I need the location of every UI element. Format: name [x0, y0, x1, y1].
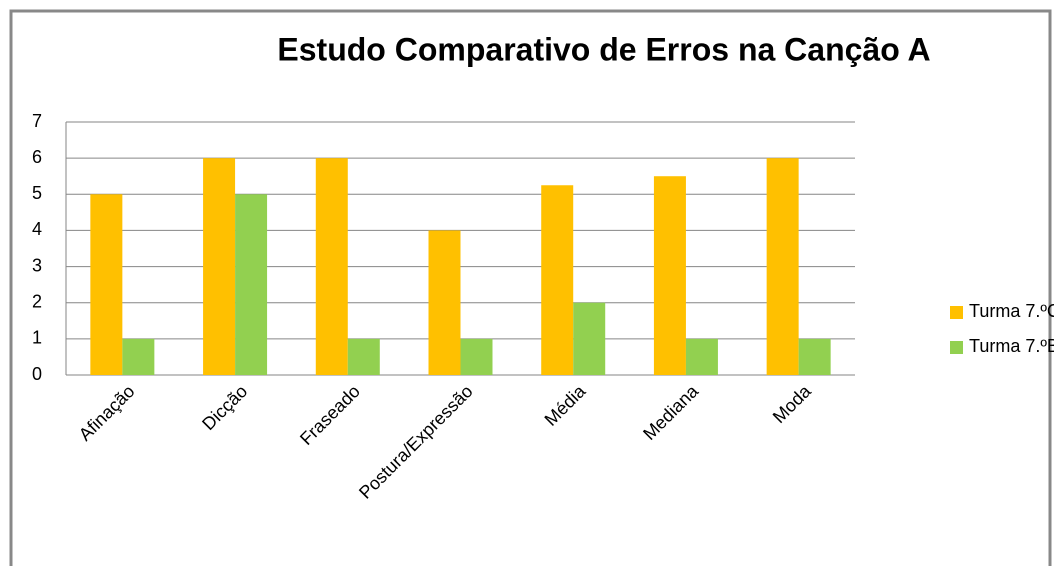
x-tick-label: Média	[541, 380, 591, 430]
y-tick-label: 0	[32, 364, 42, 384]
bar	[541, 185, 574, 375]
bar	[766, 158, 799, 375]
y-tick-label: 7	[32, 111, 42, 131]
bar	[90, 194, 123, 375]
bar	[203, 158, 236, 375]
y-tick-label: 1	[32, 328, 42, 348]
y-tick-label: 3	[32, 255, 42, 275]
bar	[460, 338, 493, 375]
legend-label: Turma 7.ºB	[969, 336, 1054, 356]
bar	[122, 338, 155, 375]
x-tick-label: Moda	[769, 380, 816, 427]
bar	[347, 338, 380, 375]
bar	[235, 194, 268, 375]
y-tick-label: 4	[32, 219, 42, 239]
x-tick-label: Postura/Expressão	[355, 381, 477, 503]
y-tick-label: 6	[32, 147, 42, 167]
legend-swatch	[950, 341, 963, 354]
y-tick-label: 5	[32, 183, 42, 203]
chart-title: Estudo Comparativo de Erros na Canção A	[277, 31, 930, 67]
bar	[798, 338, 831, 375]
x-tick-label: Afinação	[75, 381, 139, 445]
chart-frame	[9, 9, 1052, 566]
bar	[685, 338, 718, 375]
legend-label: Turma 7.ºC	[969, 301, 1054, 321]
bar	[573, 302, 606, 375]
y-tick-label: 2	[32, 291, 42, 311]
x-tick-label: Mediana	[639, 380, 703, 444]
legend-swatch	[950, 306, 963, 319]
x-tick-label: Fraseado	[296, 381, 364, 449]
bar	[653, 176, 686, 375]
bar	[428, 230, 461, 375]
x-tick-label: Dicção	[198, 381, 251, 434]
bar	[315, 158, 348, 375]
